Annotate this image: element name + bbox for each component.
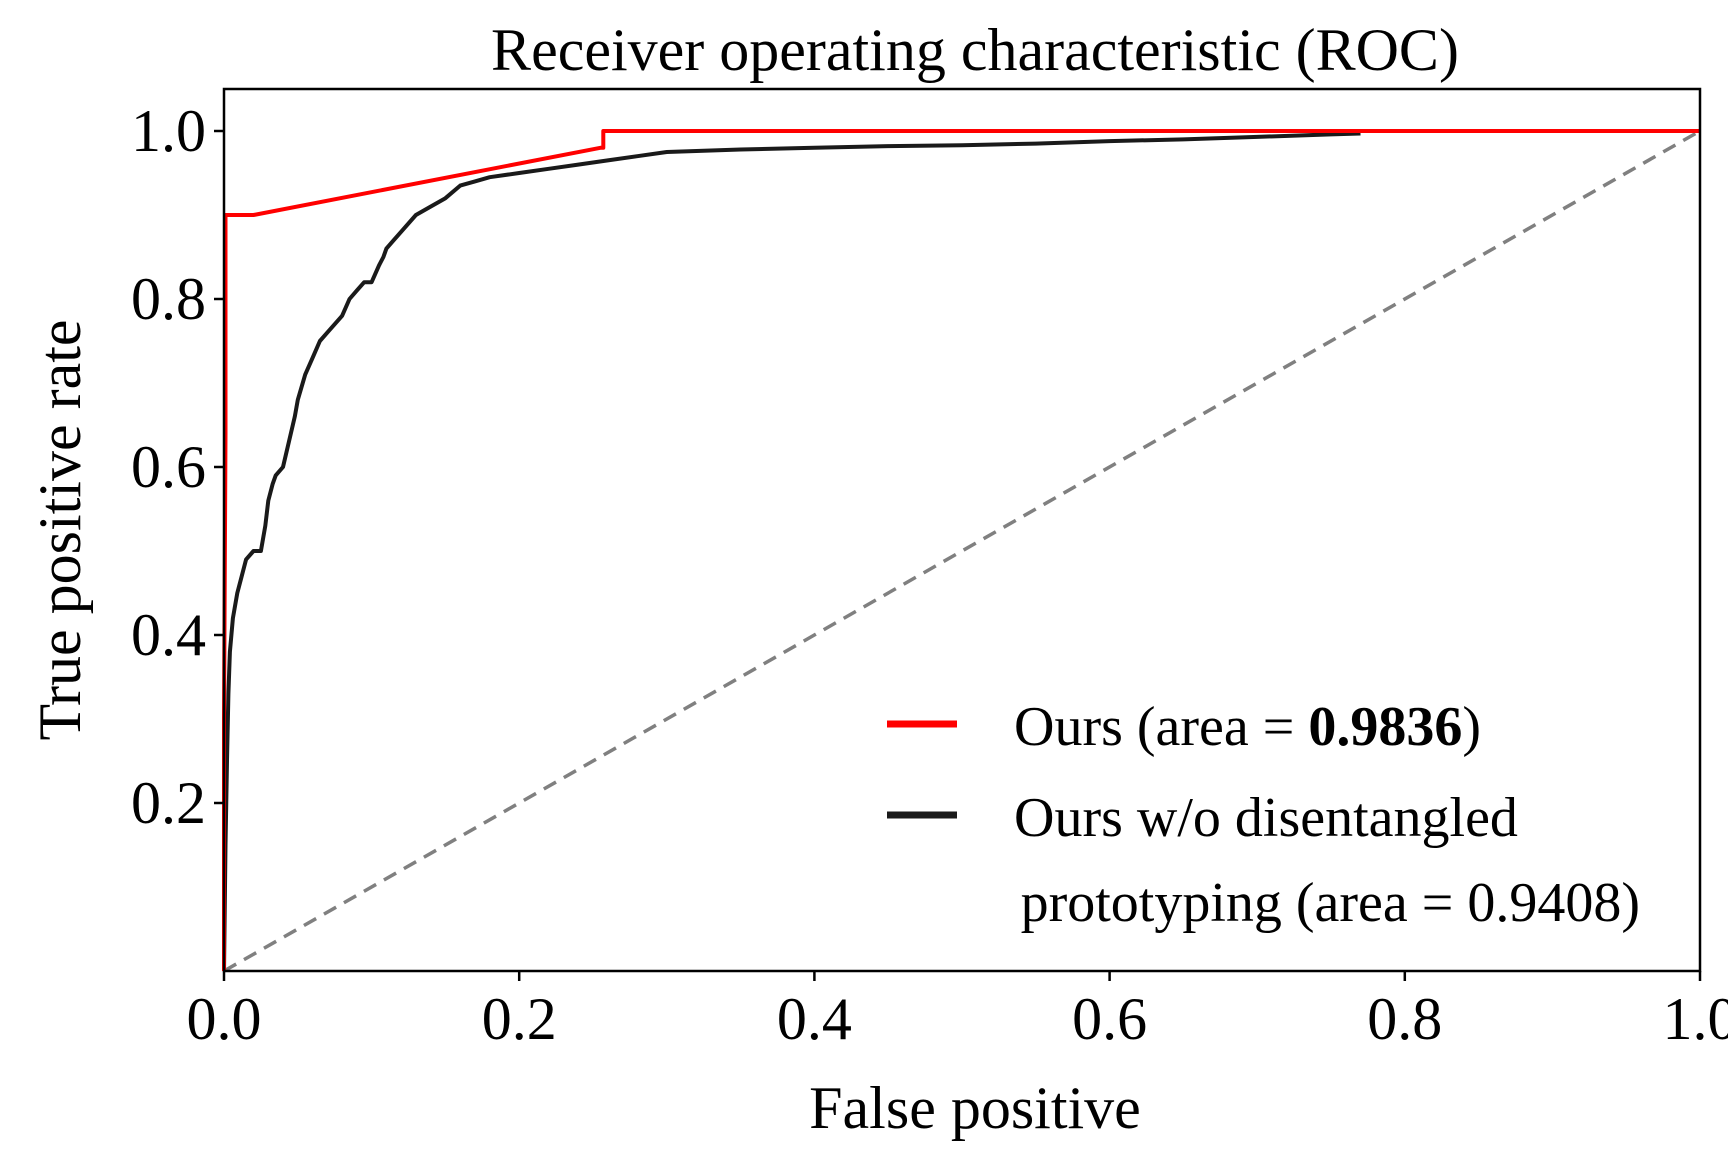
plot-frame bbox=[222, 87, 1702, 973]
series-line-chance-diagonal bbox=[223, 129, 1701, 973]
legend-label-ours-wo-line2: prototyping (area = 0.9408) bbox=[1021, 872, 1640, 934]
x-tick-label: 0.4 bbox=[777, 986, 852, 1052]
chart-title: Receiver operating characteristic (ROC) bbox=[491, 17, 1459, 83]
y-tick-label: 0.4 bbox=[131, 602, 206, 668]
x-tick-label: 1.0 bbox=[1663, 986, 1728, 1052]
x-tick-label: 0.8 bbox=[1367, 986, 1442, 1052]
legend-label-ours: Ours (area = 0.9836) bbox=[1014, 696, 1481, 758]
legend-label-ours-wo-line1: Ours w/o disentangled bbox=[1014, 787, 1518, 849]
legend-ours-area: 0.9836 bbox=[1308, 696, 1462, 758]
x-tick-label: 0.2 bbox=[482, 986, 557, 1052]
legend: Ours (area = 0.9836) Ours w/o disentangl… bbox=[887, 696, 1640, 934]
legend-ours-suffix: ) bbox=[1462, 696, 1481, 758]
y-tick-label: 1.0 bbox=[131, 98, 206, 164]
y-tick-label: 0.2 bbox=[131, 770, 206, 836]
y-axis-ticks: 0.2 0.4 0.6 0.8 1.0 bbox=[131, 98, 224, 836]
series-line-ours-wo-disentangled bbox=[222, 131, 1361, 972]
y-tick-label: 0.8 bbox=[131, 266, 206, 332]
x-tick-label: 0.6 bbox=[1072, 986, 1147, 1052]
y-axis-label: True positive rate bbox=[27, 319, 93, 740]
y-tick-label: 0.6 bbox=[131, 434, 206, 500]
x-axis-label: False positive bbox=[809, 1075, 1141, 1141]
x-axis-ticks: 0.0 0.2 0.4 0.6 0.8 1.0 bbox=[187, 971, 1728, 1052]
legend-ours-prefix: Ours (area = bbox=[1014, 696, 1308, 758]
x-tick-label: 0.0 bbox=[187, 986, 262, 1052]
